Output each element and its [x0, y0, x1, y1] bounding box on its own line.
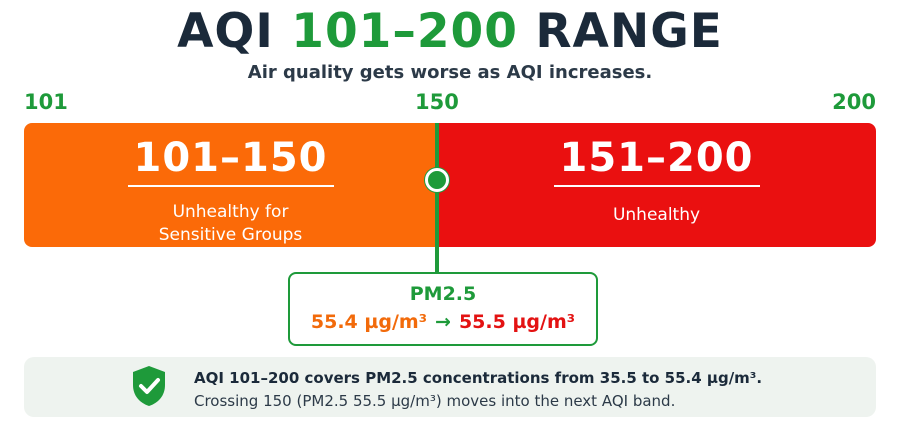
threshold-marker-dot	[425, 168, 449, 192]
band-description: Unhealthy	[612, 205, 701, 225]
band-101-150: 101–150 Unhealthy for Sensitive Groups	[24, 123, 437, 247]
page-title: AQI 101–200 RANGE	[0, 4, 900, 59]
arrow-right-icon: →	[435, 311, 451, 333]
pm25-transition: 55.4 µg/m³ → 55.5 µg/m³	[290, 311, 596, 333]
shield-check-icon	[133, 366, 165, 406]
band-description-line: Sensitive Groups	[158, 225, 303, 245]
pm25-to-value: 55.5 µg/m³	[458, 311, 576, 333]
band-151-200: 151–200 Unhealthy	[437, 123, 876, 247]
title-prefix: AQI	[177, 4, 292, 59]
band-description-line: Unhealthy for	[172, 202, 289, 222]
pm25-callout: PM2.5 55.4 µg/m³ → 55.5 µg/m³	[288, 272, 598, 346]
tick-label-101: 101	[24, 90, 68, 114]
info-note: AQI 101–200 covers PM2.5 concentrations …	[24, 357, 876, 417]
pm25-title: PM2.5	[409, 283, 477, 305]
note-line-primary: AQI 101–200 covers PM2.5 concentrations …	[194, 369, 763, 387]
note-line-secondary: Crossing 150 (PM2.5 55.5 µg/m³) moves in…	[194, 392, 676, 410]
tick-label-150: 150	[415, 90, 459, 114]
page-subtitle: Air quality gets worse as AQI increases.	[247, 62, 653, 83]
pm25-from-value: 55.4 µg/m³	[310, 311, 428, 333]
title-suffix: RANGE	[517, 4, 723, 59]
tick-label-200: 200	[832, 90, 876, 114]
band-range-label: 151–200	[553, 135, 760, 187]
threshold-line	[435, 123, 439, 273]
title-accent: 101–200	[291, 4, 518, 59]
band-range-label: 101–150	[127, 135, 334, 187]
band-description: Unhealthy for Sensitive Groups	[24, 201, 437, 247]
